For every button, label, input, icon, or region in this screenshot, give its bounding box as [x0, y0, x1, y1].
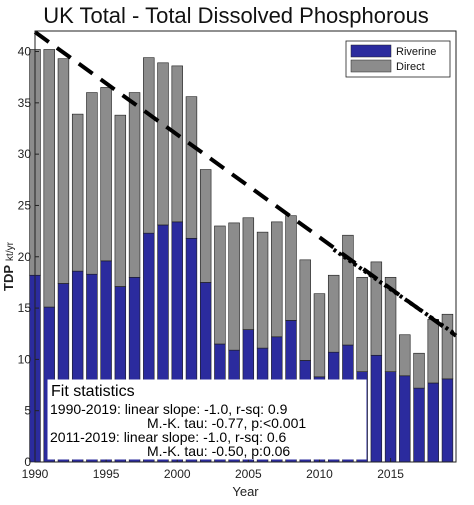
bar-direct-1996	[114, 114, 127, 287]
fit-statistics-line: M.-K. tau: -0.77, p:<0.001	[147, 415, 306, 431]
bar-riverine-2016	[399, 375, 411, 463]
x-tick-label: 2015	[377, 467, 404, 481]
bar-direct-1992	[57, 58, 70, 284]
x-axis-label: Year	[232, 484, 259, 499]
legend-label-direct: Direct	[396, 61, 425, 73]
fit-statistics-heading: Fit statistics	[51, 383, 135, 400]
y-axis-label-main: TDP	[1, 265, 16, 291]
y-tick-label: 35	[18, 96, 32, 110]
bar-riverine-2018	[427, 382, 439, 463]
bar-direct-1991	[43, 49, 55, 308]
bar-direct-2017	[413, 352, 425, 389]
legend-swatch-riverine	[350, 44, 392, 58]
fit-statistics-line: 1990-2019: linear slope: -1.0, r-sq: 0.9	[50, 401, 288, 417]
bar-direct-2012	[342, 234, 354, 346]
bar-direct-2001	[185, 96, 198, 239]
fit-statistics-box: Fit statistics 1990-2019: linear slope: …	[47, 379, 367, 460]
x-tick-label: 2010	[306, 467, 333, 481]
bar-direct-1994	[86, 92, 98, 275]
y-axis: 0 5 10 15 20 25 30 35 40	[18, 45, 39, 469]
fit-statistics-background	[47, 379, 367, 460]
y-tick-label: 20	[18, 250, 32, 264]
x-tick-label: 1990	[22, 467, 49, 481]
bar-direct-2003	[214, 225, 226, 345]
bar-direct-1997	[128, 92, 141, 278]
trend-line-dotted	[332, 247, 458, 337]
x-tick-label: 2000	[164, 467, 191, 481]
bar-direct-2000	[171, 65, 183, 223]
bar-direct-2018	[427, 319, 439, 384]
bar-direct-2002	[199, 169, 212, 283]
bar-direct-1999	[157, 62, 169, 226]
bar-riverine-2014	[370, 354, 383, 463]
fit-statistics-line: M.-K. tau: -0.50, p:0.06	[147, 443, 290, 459]
bar-direct-2014	[370, 261, 383, 356]
bar-direct-2011	[327, 274, 340, 353]
legend-label-riverine: Riverine	[396, 46, 436, 58]
x-axis: 1990 1995 2000 2005 2010 2015	[22, 458, 404, 481]
bar-direct-2013	[356, 276, 368, 373]
bar-direct-2008	[285, 215, 297, 321]
bar-riverine-2019	[441, 378, 454, 463]
bar-riverine-2015	[384, 371, 397, 463]
bar-direct-2005	[242, 217, 255, 330]
y-tick-label: 0	[24, 455, 31, 469]
bar-direct-2019	[441, 313, 454, 380]
bar-direct-1995	[100, 87, 112, 262]
y-axis-label-unit: kt/yr	[5, 241, 16, 261]
bar-direct-2006	[256, 231, 269, 349]
x-tick-label: 1995	[93, 467, 120, 481]
chart-title: UK Total - Total Dissolved Phosphorous	[43, 3, 429, 28]
bar-direct-2007	[271, 221, 283, 338]
bar-riverine-2017	[413, 387, 425, 463]
y-tick-label: 10	[18, 352, 32, 366]
legend-swatch-direct	[350, 59, 392, 73]
y-tick-label: 15	[18, 301, 32, 315]
legend: Riverine Direct	[345, 40, 451, 78]
y-tick-label: 25	[18, 198, 32, 212]
y-tick-label: 40	[18, 45, 32, 59]
y-axis-label: TDP kt/yr	[1, 241, 16, 291]
plot-frame	[34, 30, 457, 463]
bar-direct-2004	[228, 222, 240, 351]
bar-direct-1993	[71, 113, 84, 272]
y-tick-label: 5	[24, 404, 31, 418]
y-tick-label: 30	[18, 147, 32, 161]
bar-direct-2009	[299, 259, 311, 361]
x-tick-label: 2005	[235, 467, 262, 481]
bar-direct-2010	[313, 293, 326, 378]
bar-direct-2016	[399, 334, 411, 377]
bar-direct-1998	[143, 57, 155, 234]
bar-direct-2015	[384, 276, 397, 373]
trend-lines-layer	[33, 30, 458, 338]
fit-statistics-line: 2011-2019: linear slope: -1.0, r-sq: 0.6	[50, 429, 287, 445]
